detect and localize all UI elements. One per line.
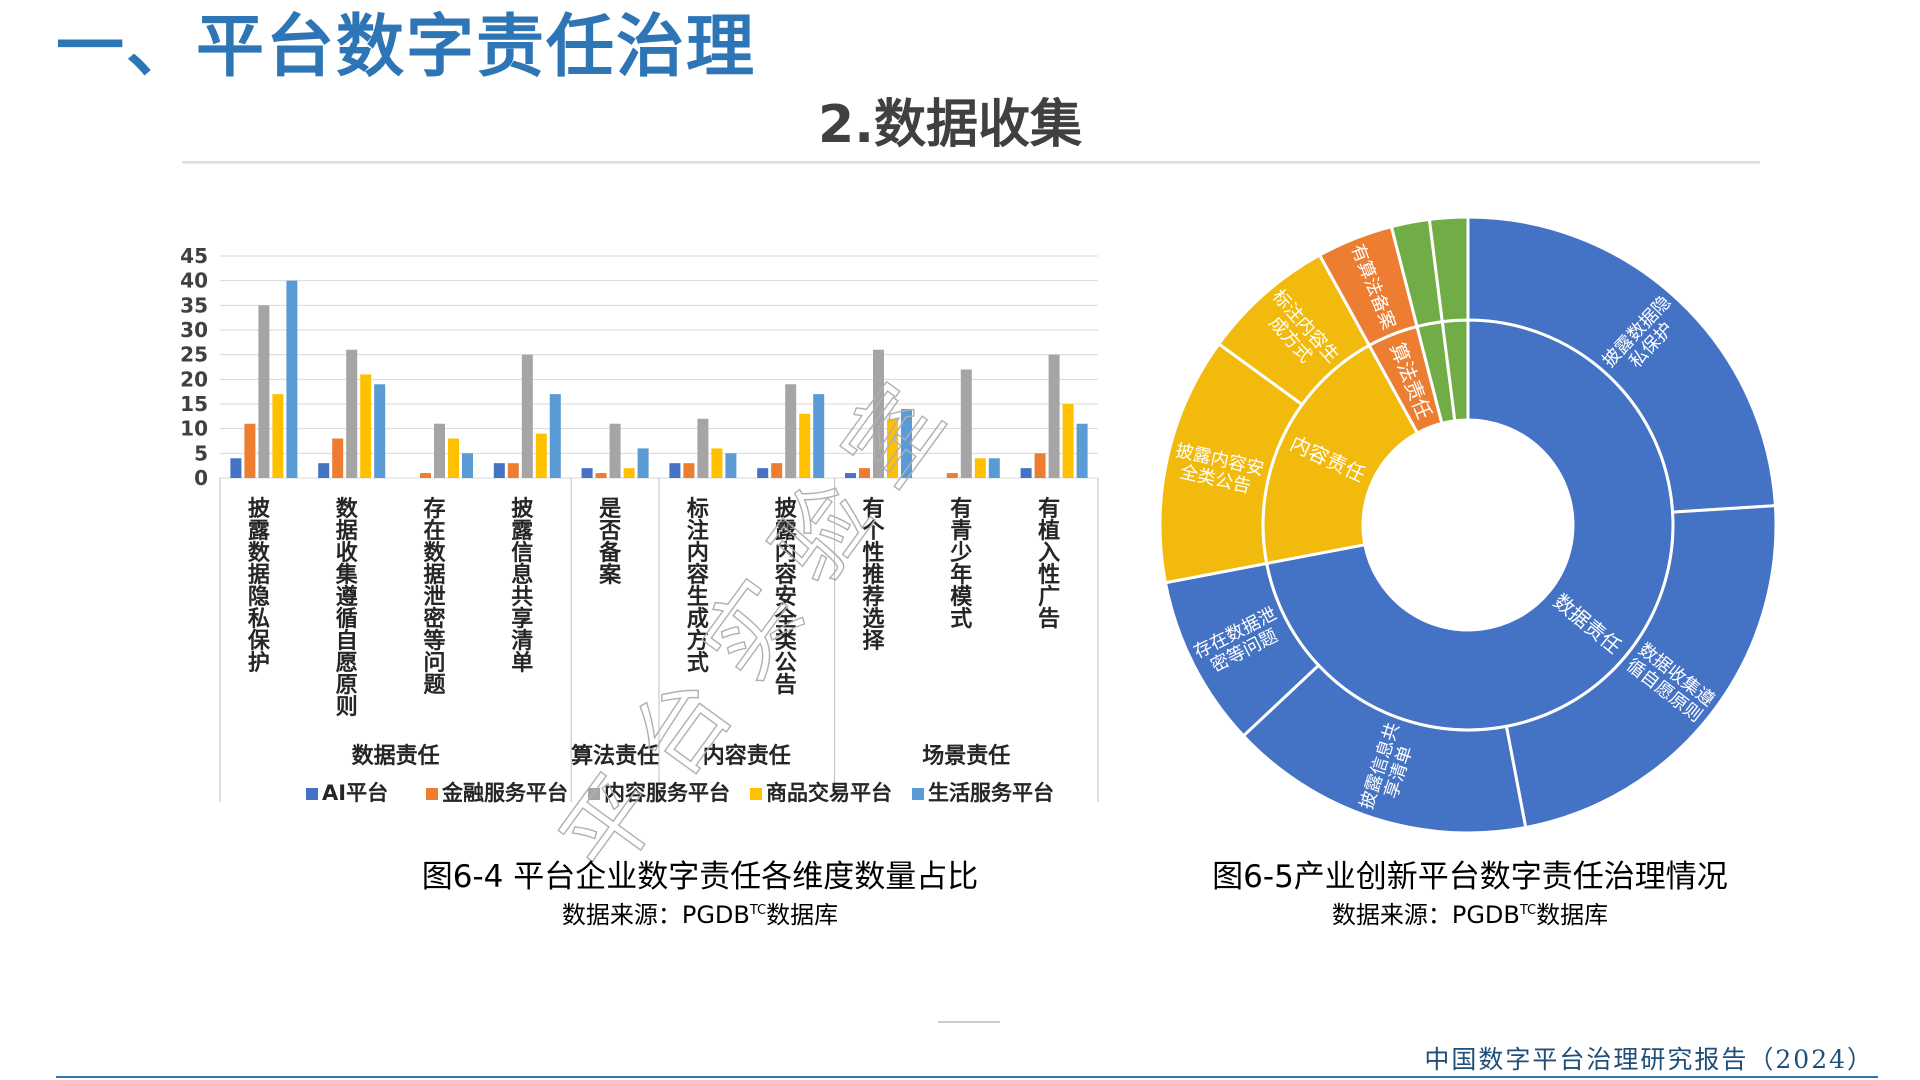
legend-swatch <box>912 788 924 800</box>
figure-left-title: 图6-4 平台企业数字责任各维度数量占比 <box>421 859 979 895</box>
legend-label: 金融服务平台 <box>441 781 568 805</box>
bar <box>946 473 958 478</box>
y-tick-label: 45 <box>180 244 208 268</box>
legend-label: 商品交易平台 <box>766 781 892 805</box>
bar <box>493 463 505 478</box>
x-tick-label: 披露数据隐私保护 <box>247 497 271 676</box>
legend-label: AI平台 <box>322 781 388 805</box>
bar <box>230 458 242 478</box>
bar <box>637 448 649 478</box>
bar <box>258 305 270 478</box>
bar <box>1034 453 1046 478</box>
x-tick-label: 数据收集遵循自愿原则 <box>335 496 359 720</box>
y-tick-label: 35 <box>180 293 208 317</box>
bar <box>669 463 681 478</box>
bar <box>507 463 519 478</box>
bar <box>1048 354 1060 478</box>
bar <box>272 394 284 478</box>
bar <box>332 438 344 478</box>
x-tick-label: 存在数据泄密等问题 <box>424 496 447 698</box>
bar <box>771 463 783 478</box>
figure-right-source: 数据来源：PGDBTC数据库 <box>1331 901 1609 929</box>
bar <box>462 453 473 478</box>
bar <box>697 418 709 478</box>
footer-report-title: 中国数字平台治理研究报告（2024） <box>1424 1045 1874 1074</box>
bar <box>549 394 561 478</box>
bar <box>859 468 870 478</box>
bar <box>988 458 1000 478</box>
footer-divider <box>56 1076 1878 1078</box>
group-label: 内容责任 <box>703 743 791 769</box>
legend-swatch <box>588 788 600 800</box>
section-title: 2.数据收集 <box>818 95 1082 155</box>
bar <box>799 413 811 478</box>
x-tick-label: 有个性推荐选择 <box>863 496 886 654</box>
bar <box>535 433 547 478</box>
group-label: 场景责任 <box>922 743 1010 769</box>
bar <box>960 369 972 478</box>
x-tick-label: 披露内容安全类公告 <box>774 497 798 698</box>
y-tick-label: 20 <box>180 367 208 391</box>
bar <box>360 374 372 478</box>
bar <box>448 438 459 478</box>
legend-swatch <box>750 788 762 800</box>
y-tick-label: 40 <box>180 269 208 293</box>
bar <box>974 458 986 478</box>
bar <box>581 468 593 478</box>
page-indicator <box>938 1021 1000 1023</box>
bar <box>286 280 298 478</box>
group-label: 算法责任 <box>571 743 659 769</box>
bar <box>346 349 358 478</box>
y-tick-label: 10 <box>180 417 208 441</box>
bar <box>521 354 533 478</box>
sunburst-segment <box>1427 215 1470 324</box>
bar <box>845 473 856 478</box>
bar <box>374 384 386 478</box>
bar <box>318 463 330 478</box>
x-tick-label: 是否备案 <box>598 497 622 588</box>
bar <box>683 463 695 478</box>
y-tick-label: 30 <box>180 318 208 342</box>
y-tick-label: 0 <box>194 466 208 490</box>
bar <box>725 453 737 478</box>
sunburst-chart: 数据责任内容责任算法责任披露数据隐私保护数据收集遵循自愿原则披露信息共享清单存在… <box>1158 215 1778 835</box>
sunburst-segment <box>1504 504 1778 830</box>
legend-label: 内容服务平台 <box>604 781 730 805</box>
bar <box>244 423 256 478</box>
bar <box>1020 468 1032 478</box>
y-tick-label: 5 <box>194 441 208 465</box>
figure-left-source: 数据来源：PGDBTC数据库 <box>561 901 839 929</box>
bar <box>1062 404 1074 478</box>
bar <box>757 468 769 478</box>
bar <box>623 468 635 478</box>
bar <box>595 473 607 478</box>
x-tick-label: 有青少年模式 <box>949 496 973 632</box>
bar <box>901 408 912 478</box>
legend-swatch <box>306 788 318 800</box>
x-tick-label: 有植入性广告 <box>1038 496 1060 632</box>
legend-swatch <box>426 788 438 800</box>
bar <box>420 473 431 478</box>
y-tick-label: 25 <box>180 343 208 367</box>
bar <box>785 384 797 478</box>
bar <box>887 418 898 478</box>
x-tick-label: 披露信息共享清单 <box>511 497 534 676</box>
slide-title: 一、平台数字责任治理 <box>56 8 757 87</box>
figure-right-caption: 图6-5产业创新平台数字责任治理情况 数据来源：PGDBTC数据库 <box>1150 858 1790 930</box>
figure-left-caption: 图6-4 平台企业数字责任各维度数量占比 数据来源：PGDBTC数据库 <box>270 858 1130 930</box>
title-divider <box>182 161 1760 164</box>
bar <box>434 423 445 478</box>
y-tick-label: 15 <box>180 392 208 416</box>
figure-right-title: 图6-5产业创新平台数字责任治理情况 <box>1212 859 1728 895</box>
bar <box>1076 423 1088 478</box>
bar <box>813 394 825 478</box>
x-tick-label: 标注内容生成方式 <box>687 496 709 676</box>
legend-label: 生活服务平台 <box>928 781 1054 805</box>
sunburst-segment <box>1466 215 1777 514</box>
bar <box>609 423 621 478</box>
bar <box>711 448 723 478</box>
bar <box>873 349 884 478</box>
group-label: 数据责任 <box>352 743 440 769</box>
